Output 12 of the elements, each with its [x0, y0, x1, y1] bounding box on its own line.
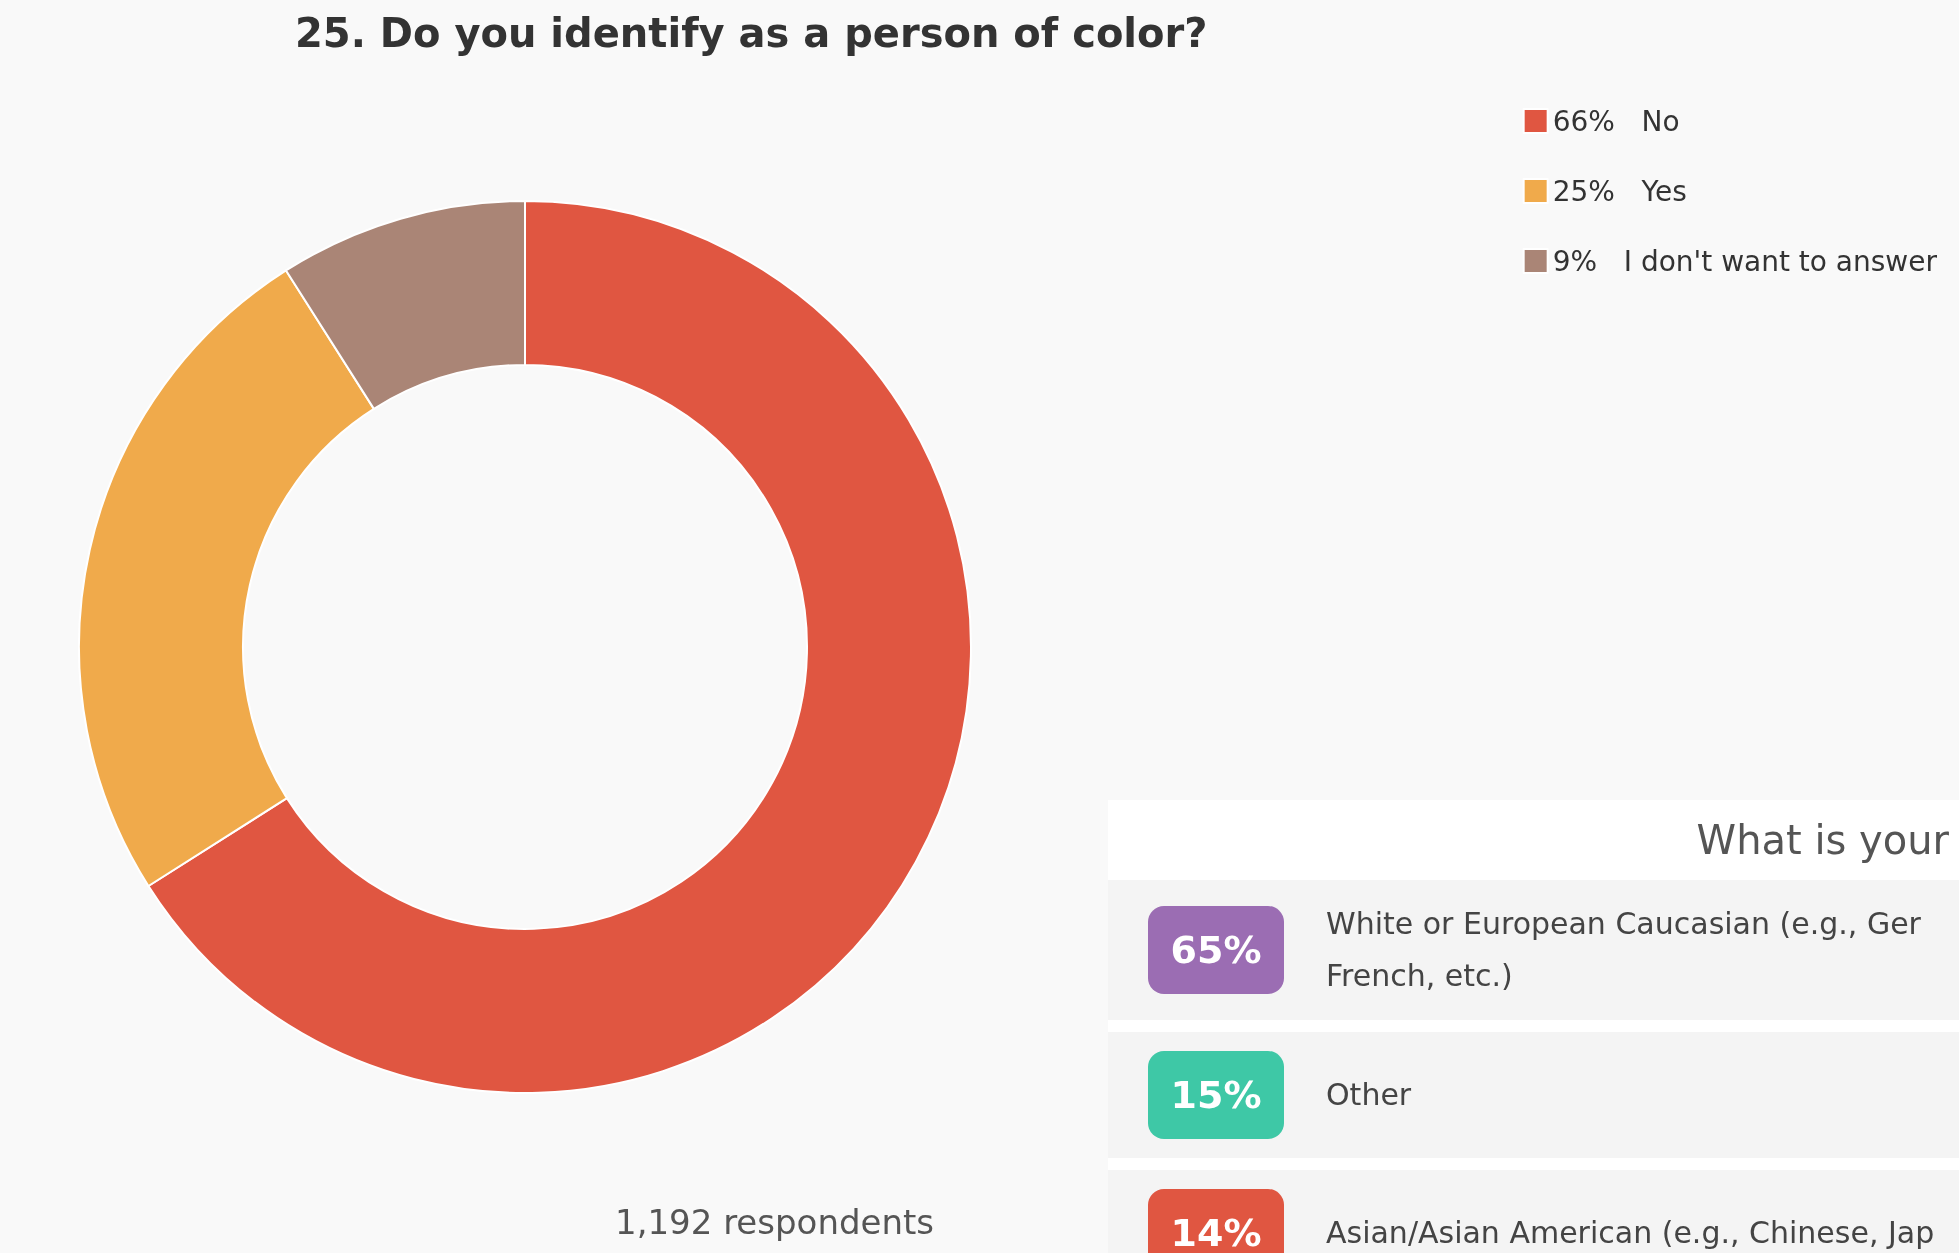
legend-label: 9% I don't want to answer	[1552, 244, 1938, 278]
category-label: Other	[1326, 1076, 1412, 1114]
legend-label: 25% Yes	[1552, 174, 1687, 208]
percent-badge: 15%	[1148, 1051, 1284, 1139]
legend-label: 66% No	[1552, 104, 1680, 138]
text: What is your	[1695, 816, 1950, 865]
percent-badge: 65%	[1148, 906, 1284, 994]
chart-title: 25. Do you identify as a person of color?	[295, 10, 1208, 56]
category-label: Asian/Asian American (e.g., Chinese, Jap	[1326, 1214, 1935, 1252]
text: 1,192 respondents	[615, 1202, 935, 1242]
category-label: White or European Caucasian (e.g., Ger French, etc.)	[1326, 905, 1921, 995]
percent-badge: 14%	[1148, 1189, 1284, 1253]
